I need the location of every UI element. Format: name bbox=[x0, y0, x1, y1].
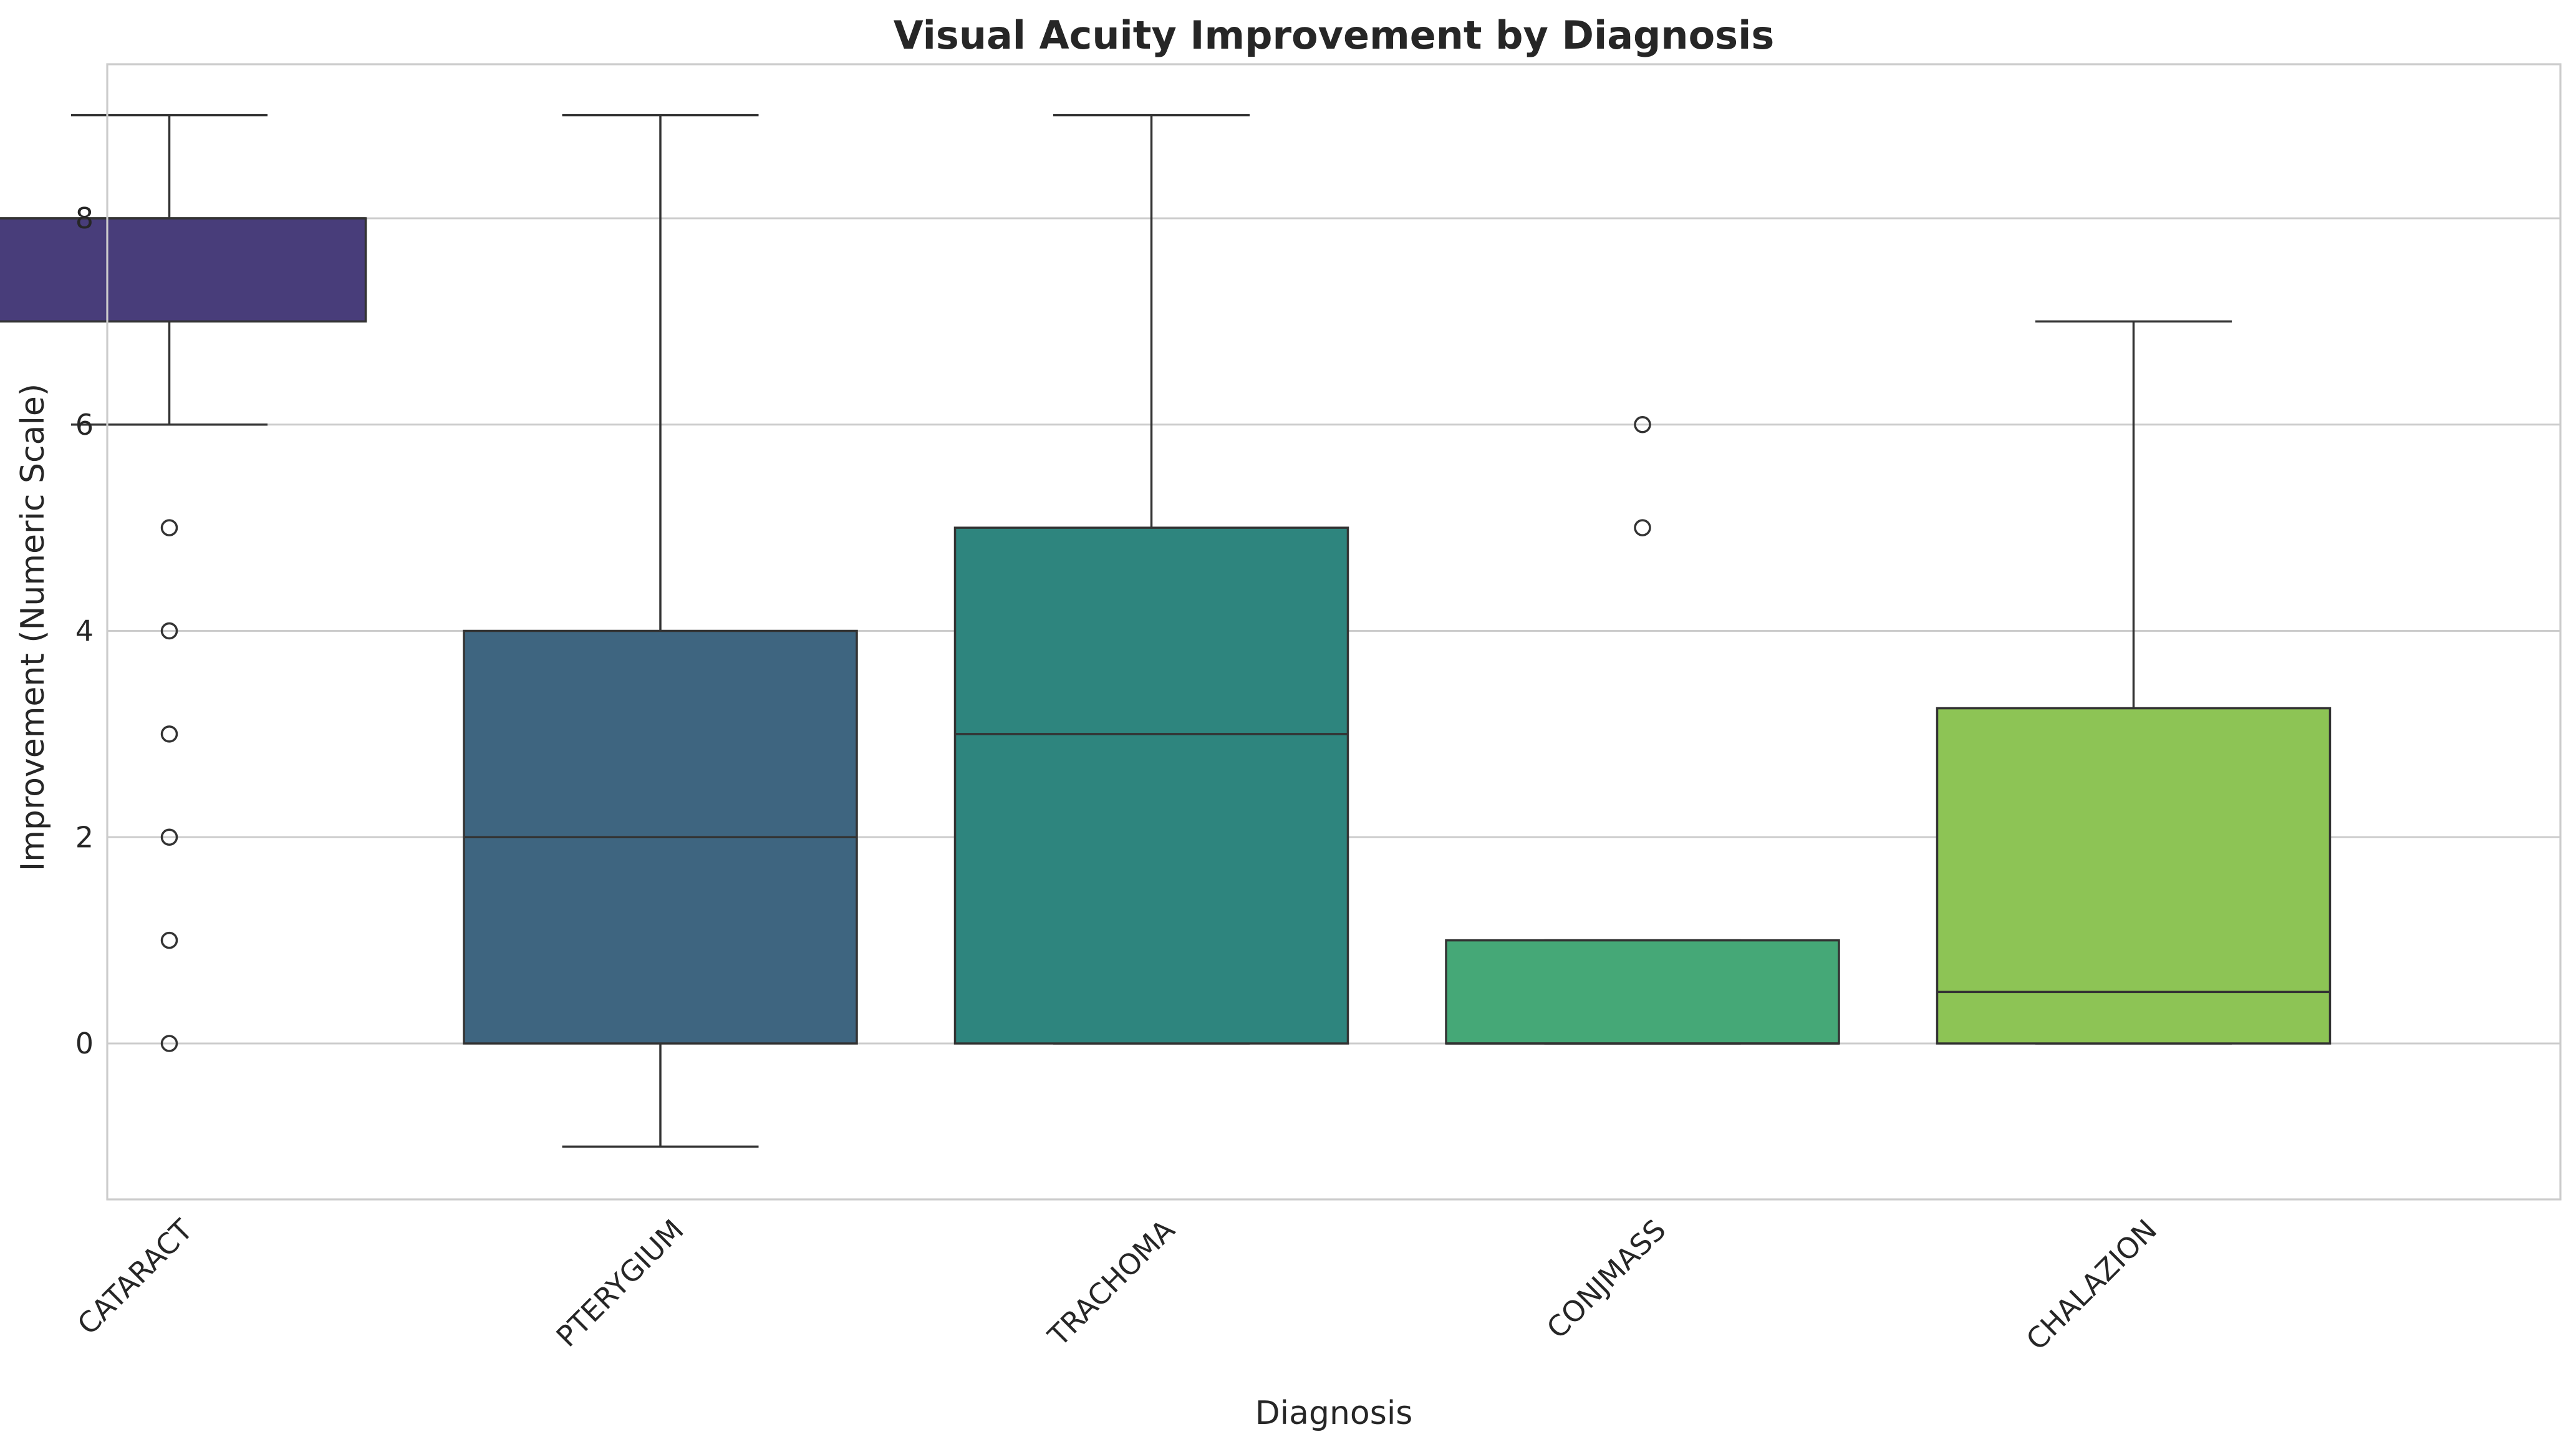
y-tick-label: 0 bbox=[75, 1027, 94, 1060]
plot-frame bbox=[106, 63, 2562, 1201]
outlier-point bbox=[160, 931, 178, 949]
outlier-point bbox=[1634, 519, 1651, 536]
outlier-point bbox=[160, 519, 178, 536]
x-axis-title: Diagnosis bbox=[1255, 1395, 1413, 1432]
x-tick-label: CATARACT bbox=[71, 1212, 200, 1341]
x-tick-label: CHALAZION bbox=[2020, 1213, 2164, 1357]
y-tick-label: 6 bbox=[75, 408, 94, 442]
y-axis-title: Improvement (Numeric Scale) bbox=[14, 384, 52, 871]
iqr-box bbox=[953, 526, 1349, 1045]
box-group-trachoma bbox=[953, 114, 1349, 1045]
outlier-point bbox=[1634, 416, 1651, 433]
x-tick-label: PTERYGIUM bbox=[549, 1213, 690, 1353]
outlier-point bbox=[160, 725, 178, 743]
iqr-box bbox=[0, 217, 367, 323]
outlier-point bbox=[160, 1035, 178, 1052]
box-group-cataract bbox=[0, 114, 367, 1052]
iqr-box bbox=[1936, 707, 2332, 1045]
outlier-point bbox=[160, 622, 178, 640]
box-group-chalazion bbox=[1936, 320, 2332, 1045]
outlier-point bbox=[160, 828, 178, 846]
chart-title: Visual Acuity Improvement by Diagnosis bbox=[894, 12, 1774, 58]
box-group-conjmass bbox=[1445, 416, 1840, 1045]
x-tick-label: CONJMASS bbox=[1540, 1213, 1672, 1345]
box-group-pterygium bbox=[463, 114, 858, 1148]
x-tick-label: TRACHOMA bbox=[1041, 1212, 1181, 1353]
y-tick-label: 4 bbox=[75, 614, 94, 648]
y-tick-label: 8 bbox=[75, 201, 94, 235]
y-tick-label: 2 bbox=[75, 820, 94, 854]
box-plots bbox=[0, 114, 2332, 1148]
iqr-box bbox=[1445, 939, 1840, 1045]
